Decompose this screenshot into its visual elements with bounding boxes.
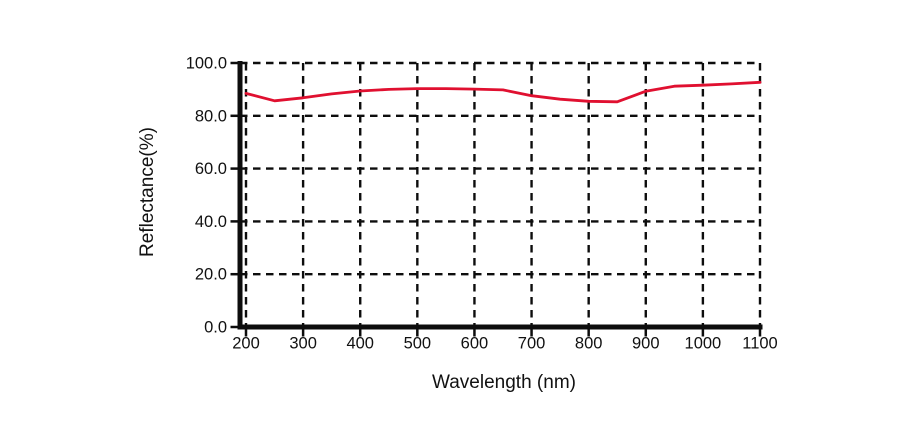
x-tick-label: 300 xyxy=(289,335,317,353)
y-tick-label: 100.0 xyxy=(186,55,227,73)
x-tick-label: 600 xyxy=(461,335,489,353)
x-tick-label: 500 xyxy=(404,335,432,353)
x-tick-label: 700 xyxy=(518,335,546,353)
x-axis-title: Wavelength (nm) xyxy=(432,372,576,393)
y-tick-label: 40.0 xyxy=(195,213,227,231)
data-series xyxy=(244,80,762,104)
x-tick-label: 400 xyxy=(346,335,374,353)
gridlines xyxy=(240,61,762,327)
x-tick-label: 900 xyxy=(632,335,660,353)
y-axis-title: Reflectance(%) xyxy=(137,127,158,257)
x-tick-label: 1100 xyxy=(742,335,777,353)
y-tick-label: 60.0 xyxy=(195,160,227,178)
tick-labels: 0.0 20.0 40.0 60.0 80.0 100.0 200 300 400 500 600 7… xyxy=(186,55,778,353)
axis-ticks xyxy=(230,61,762,337)
reflectance-curve xyxy=(244,80,762,104)
x-tick-label: 1000 xyxy=(685,335,722,353)
x-tick-label: 200 xyxy=(232,335,260,353)
y-tick-label: 0.0 xyxy=(204,319,227,337)
x-tick-label: 800 xyxy=(575,335,603,353)
y-tick-label: 80.0 xyxy=(195,107,227,125)
axes xyxy=(237,61,763,330)
y-tick-label: 20.0 xyxy=(195,266,227,284)
